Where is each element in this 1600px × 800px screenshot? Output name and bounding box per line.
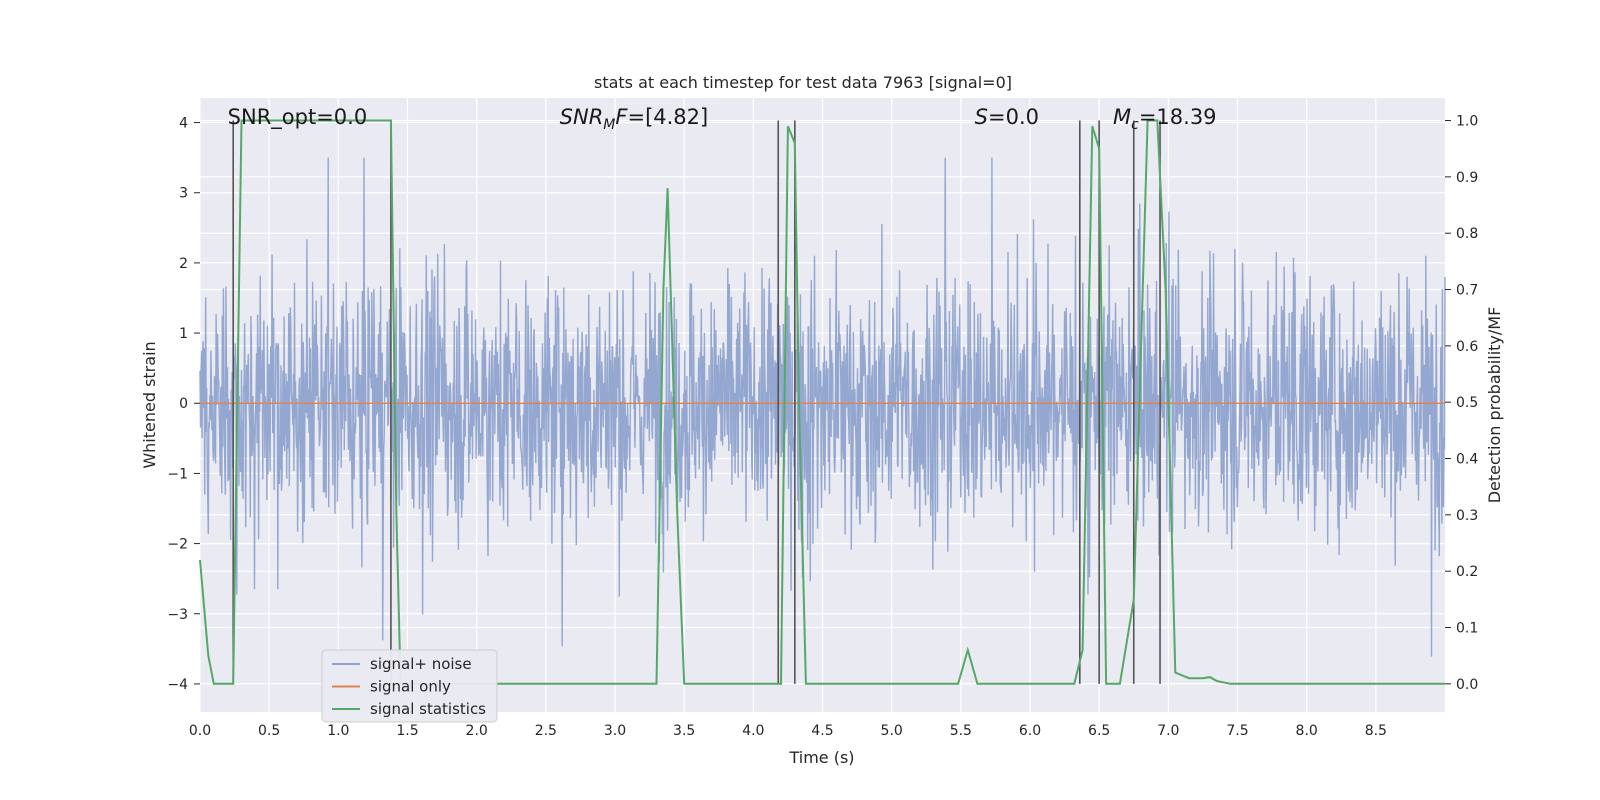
vertical-markers [232,120,1161,684]
y-axis-right-label: Detection probability/MF [1485,307,1504,504]
signal-noise-series [199,157,1446,657]
legend-box [321,649,498,723]
x-tick-label: 3.0 [604,723,626,739]
x-tick-label: 7.5 [1226,723,1248,739]
x-axis-label: Time (s) [788,748,854,767]
y-left-tick-label: 1 [179,326,188,342]
annotation-text: SNRMF=[4.82] [560,105,709,133]
legend: signal+ noise signal only signal statistic… [321,649,498,723]
y-left-tick-label: −1 [167,466,188,482]
x-tick-label: 6.0 [1019,723,1041,739]
y-right-tick-label: 1.0 [1456,114,1478,130]
y-right-tick-label: 0.6 [1456,339,1478,355]
y-right-tick-label: 0.1 [1456,621,1478,637]
y-left-tick-label: 2 [179,256,188,272]
x-tick-label: 4.0 [742,723,764,739]
annotations: SNR_opt=0.0 SNRMF=[4.82] S=0.0 Mc=18.39 [228,105,1217,133]
y-right-tick-label: 0.8 [1456,226,1478,242]
y-left-tick-label: 0 [179,396,188,412]
y-left-tick-label: −3 [167,607,188,623]
series-line-signal-statistics [199,119,1445,685]
y-left-tick-label: 4 [179,116,188,132]
y-left-tick-label: 3 [179,186,188,202]
series-line-signal-noise [199,157,1446,657]
y-axis-left-ticks: 4 3 2 1 0 −1 −2 −3 −4 [167,116,200,693]
x-tick-label: 4.5 [811,723,833,739]
x-tick-label: 7.0 [1157,723,1179,739]
x-tick-label: 2.0 [466,723,488,739]
y-axis-right-ticks: 1.0 0.9 0.8 0.7 0.6 0.5 0.4 0.3 0.2 0.1 0.0 [1445,114,1478,693]
y-right-tick-label: 0.7 [1456,283,1478,299]
y-right-tick-label: 0.4 [1456,452,1478,468]
y-axis-left-label: Whitened strain [140,341,159,468]
y-left-tick-label: −2 [167,537,188,553]
y-right-tick-label: 0.3 [1456,508,1478,524]
y-right-tick-label: 0.9 [1456,170,1478,186]
legend-label: signal only [370,678,451,696]
x-tick-label: 2.5 [535,723,557,739]
y-right-tick-label: 0.0 [1456,677,1478,693]
x-tick-label: 1.0 [327,723,349,739]
y-left-tick-label: −4 [167,677,188,693]
x-tick-label: 5.5 [950,723,972,739]
y-right-tick-label: 0.2 [1456,564,1478,580]
x-tick-label: 0.0 [189,723,211,739]
annotation-text: S=0.0 [975,105,1039,129]
annotation-text: SNR_opt=0.0 [228,105,368,130]
x-tick-label: 1.5 [396,723,418,739]
x-tick-label: 0.5 [258,723,280,739]
x-axis-ticks: 0.0 0.5 1.0 1.5 2.0 2.5 3.0 3.5 4.0 4.5 5.0 5.5 6.0 6… [189,723,1387,739]
legend-label: signal statistics [370,700,486,718]
x-tick-label: 6.5 [1088,723,1110,739]
x-tick-label: 8.0 [1296,723,1318,739]
annotation-text: Mc=18.39 [1113,105,1217,133]
x-tick-label: 5.0 [881,723,903,739]
x-tick-label: 8.5 [1365,723,1387,739]
x-tick-label: 3.5 [673,723,695,739]
y-right-tick-label: 0.5 [1456,395,1478,411]
signal-statistics-series [199,119,1445,685]
legend-label: signal+ noise [370,655,472,673]
chart-title: stats at each timestep for test data 796… [594,73,1012,92]
